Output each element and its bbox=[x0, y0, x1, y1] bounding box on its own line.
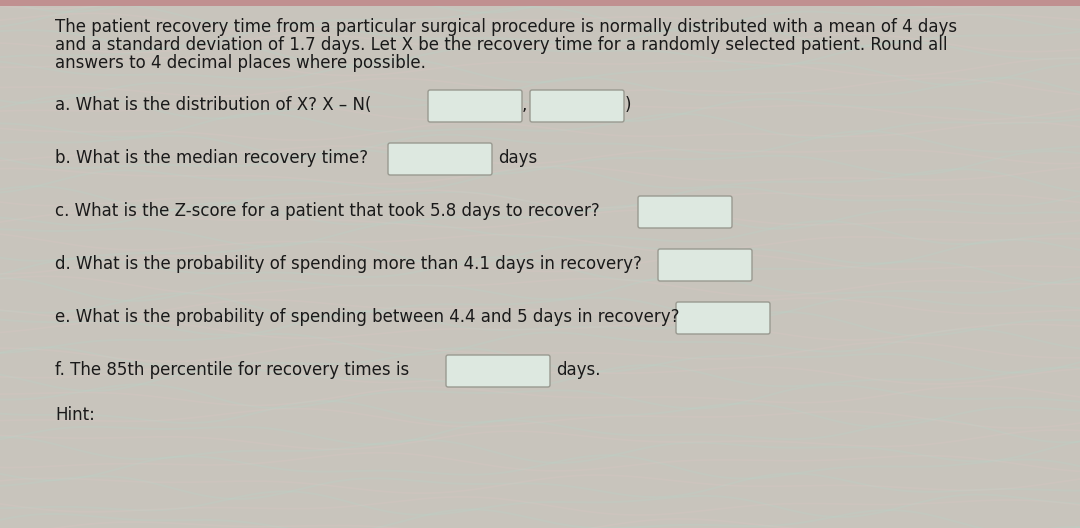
Text: b. What is the median recovery time?: b. What is the median recovery time? bbox=[55, 149, 368, 167]
Text: f. The 85th percentile for recovery times is: f. The 85th percentile for recovery time… bbox=[55, 361, 409, 379]
FancyBboxPatch shape bbox=[428, 90, 522, 122]
FancyBboxPatch shape bbox=[676, 302, 770, 334]
Text: ,: , bbox=[522, 96, 527, 114]
Text: answers to 4 decimal places where possible.: answers to 4 decimal places where possib… bbox=[55, 54, 426, 72]
Text: The patient recovery time from a particular surgical procedure is normally distr: The patient recovery time from a particu… bbox=[55, 18, 957, 36]
FancyBboxPatch shape bbox=[658, 249, 752, 281]
FancyBboxPatch shape bbox=[446, 355, 550, 387]
Text: c. What is the Z-score for a patient that took 5.8 days to recover?: c. What is the Z-score for a patient tha… bbox=[55, 202, 599, 220]
Text: d. What is the probability of spending more than 4.1 days in recovery?: d. What is the probability of spending m… bbox=[55, 255, 642, 273]
Text: e. What is the probability of spending between 4.4 and 5 days in recovery?: e. What is the probability of spending b… bbox=[55, 308, 679, 326]
Bar bbox=[0, 0, 1080, 6]
Text: days.: days. bbox=[556, 361, 600, 379]
Text: a. What is the distribution of X? X – N(: a. What is the distribution of X? X – N( bbox=[55, 96, 372, 114]
Text: days: days bbox=[498, 149, 537, 167]
Text: ): ) bbox=[625, 96, 632, 114]
Text: Hint:: Hint: bbox=[55, 406, 95, 424]
FancyBboxPatch shape bbox=[638, 196, 732, 228]
FancyBboxPatch shape bbox=[388, 143, 492, 175]
Text: and a standard deviation of 1.7 days. Let X be the recovery time for a randomly : and a standard deviation of 1.7 days. Le… bbox=[55, 36, 947, 54]
FancyBboxPatch shape bbox=[530, 90, 624, 122]
